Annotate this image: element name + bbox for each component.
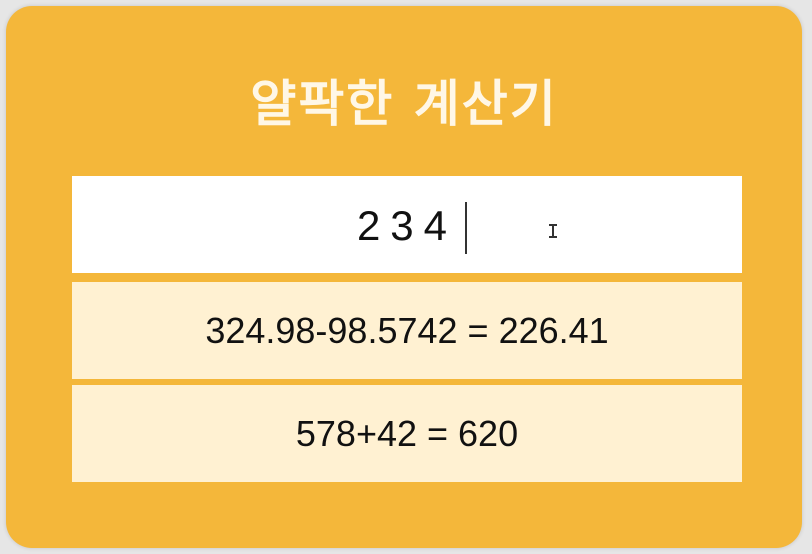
app-title: 얄팍한 계산기 [250,75,558,133]
calculator-card: 얄팍한 계산기 324.98-98.5742 = 226.41 578+42 =… [6,6,802,548]
calculator-body: 324.98-98.5742 = 226.41 578+42 = 620 [72,176,742,482]
i-beam-cursor-icon [549,224,557,238]
history-item: 324.98-98.5742 = 226.41 [72,282,742,382]
text-caret [465,202,467,254]
history-item: 578+42 = 620 [72,385,742,482]
history-expression: 324.98-98.5742 = 226.41 [205,309,609,351]
input-row [72,176,742,276]
history-expression: 578+42 = 620 [295,412,519,454]
expression-input[interactable] [72,176,742,276]
